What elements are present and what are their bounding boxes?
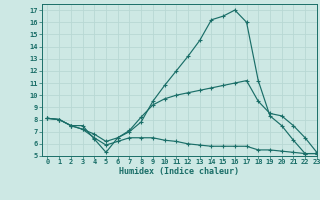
X-axis label: Humidex (Indice chaleur): Humidex (Indice chaleur) [119, 167, 239, 176]
